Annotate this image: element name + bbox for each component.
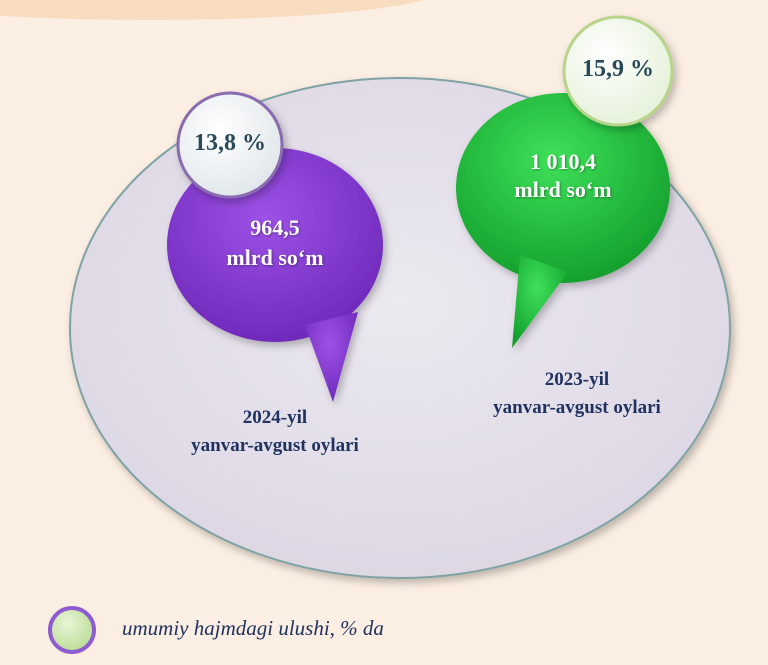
share-label-2024: 13,8 % [194,130,266,156]
legend-marker [48,606,96,654]
unit-label-2024: mlrd so‘m [226,245,324,270]
period-year-2024: 2024-yil [242,407,308,428]
legend-label: umumiy hajmdagi ulushi, % da [122,616,384,640]
period-year-2023: 2023-yil [544,369,610,390]
share-circle-left [176,91,284,199]
green-speech-bubble [456,93,670,348]
share-circle-right [562,15,674,127]
value-label-2023: 1 010,4 [530,149,596,174]
period-months-2023: yanvar-avgust oylari [493,397,661,418]
share-label-2023: 15,9 % [582,56,654,82]
period-months-2024: yanvar-avgust oylari [191,435,359,456]
decorative-arc [0,0,424,20]
unit-label-2023: mlrd so‘m [514,177,612,202]
value-label-2024: 964,5 [250,215,300,240]
